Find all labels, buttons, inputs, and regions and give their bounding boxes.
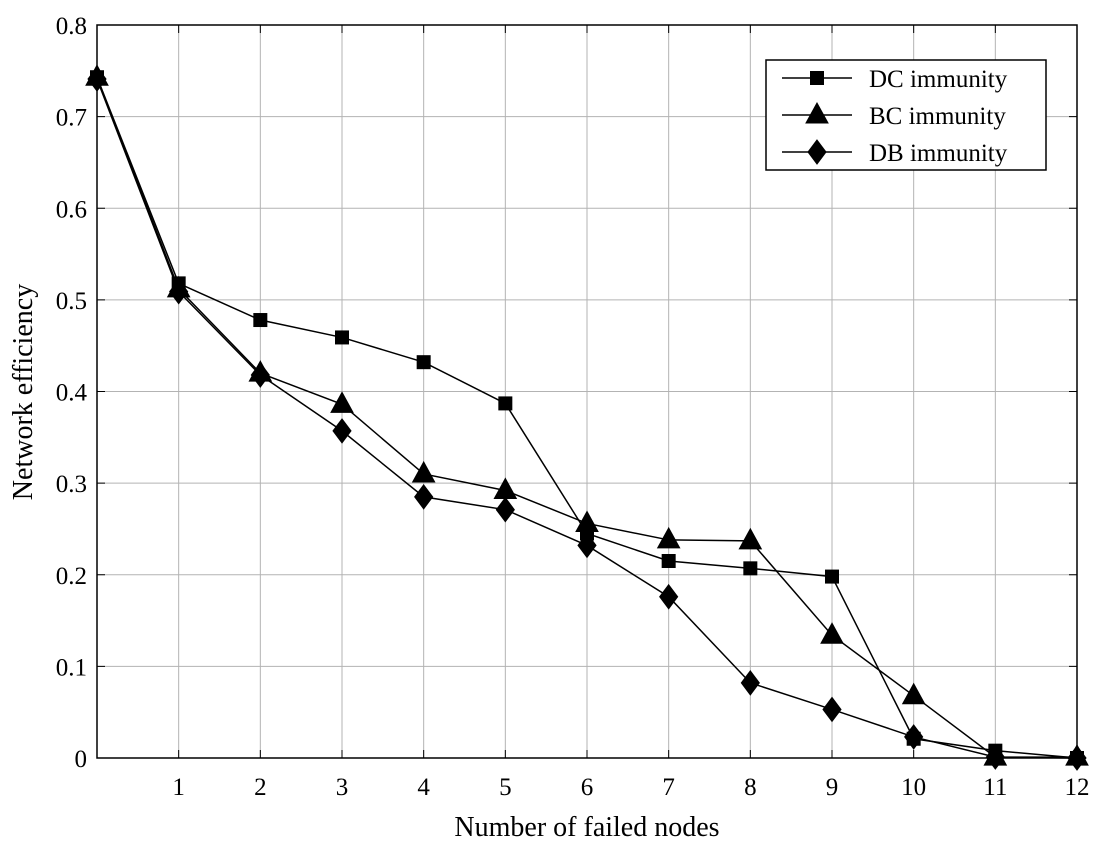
data-point-diamond <box>659 583 679 610</box>
data-point-triangle <box>901 682 926 705</box>
legend-marker-square <box>810 71 824 85</box>
y-tick-label: 0.1 <box>56 654 87 681</box>
legend-label: DC immunity <box>869 66 1008 93</box>
x-tick-label: 10 <box>901 774 926 801</box>
y-axis-label: Network efficiency <box>8 284 39 500</box>
data-point-diamond <box>414 484 434 510</box>
x-axis-label: Number of failed nodes <box>454 812 719 843</box>
data-point-diamond <box>250 362 270 388</box>
data-point-square <box>743 561 758 576</box>
legend-item: DC immunity <box>782 66 1008 93</box>
x-tick-label: 3 <box>336 774 349 801</box>
y-tick-label: 0.4 <box>56 380 88 407</box>
y-tick-label: 0.6 <box>56 196 87 223</box>
data-point-triangle <box>656 526 681 549</box>
x-tick-label: 6 <box>581 774 594 801</box>
data-point-square <box>416 355 431 370</box>
y-tick-label: 0.3 <box>56 471 87 498</box>
data-point-square <box>825 569 839 584</box>
x-tick-label: 9 <box>826 774 839 801</box>
x-tick-label: 11 <box>983 774 1007 801</box>
y-tick-label: 0.5 <box>56 288 87 315</box>
y-tick-label: 0.8 <box>56 13 87 40</box>
x-tick-label: 1 <box>172 774 185 801</box>
x-tick-label: 5 <box>499 774 512 801</box>
data-point-triangle <box>820 622 844 644</box>
data-point-square <box>253 313 268 328</box>
data-point-triangle <box>575 510 599 532</box>
legend-label: DB immunity <box>869 140 1008 167</box>
x-tick-label: 2 <box>254 774 267 801</box>
series-diamond <box>87 66 1087 771</box>
y-tick-label: 0.7 <box>56 105 87 132</box>
data-point-diamond <box>577 532 597 559</box>
legend-label: BC immunity <box>869 103 1006 130</box>
data-point-diamond <box>822 696 842 723</box>
data-point-square <box>661 554 676 569</box>
x-tick-label: 12 <box>1065 774 1090 801</box>
data-point-diamond <box>169 278 189 305</box>
legend-marker-triangle <box>805 101 829 124</box>
data-point-triangle <box>330 391 354 413</box>
legend-item: BC immunity <box>782 101 1006 130</box>
data-point-square <box>498 396 513 411</box>
data-point-diamond <box>740 670 760 696</box>
data-point-diamond <box>495 496 515 523</box>
legend-marker-diamond <box>807 139 827 165</box>
data-point-triangle <box>411 460 436 483</box>
series-lines <box>85 64 1089 771</box>
x-tick-label: 4 <box>417 774 430 801</box>
x-tick-label: 8 <box>744 774 757 801</box>
data-point-diamond <box>904 724 924 750</box>
x-tick-label: 7 <box>662 774 675 801</box>
legend-item: DB immunity <box>782 139 1008 167</box>
data-point-diamond <box>332 418 352 444</box>
y-tick-label: 0.2 <box>56 563 87 590</box>
y-tick-label: 0 <box>75 746 88 773</box>
data-point-triangle <box>738 527 763 550</box>
legend: DC immunity BC immunity DB immunity <box>765 59 1047 171</box>
data-point-square <box>335 330 349 345</box>
